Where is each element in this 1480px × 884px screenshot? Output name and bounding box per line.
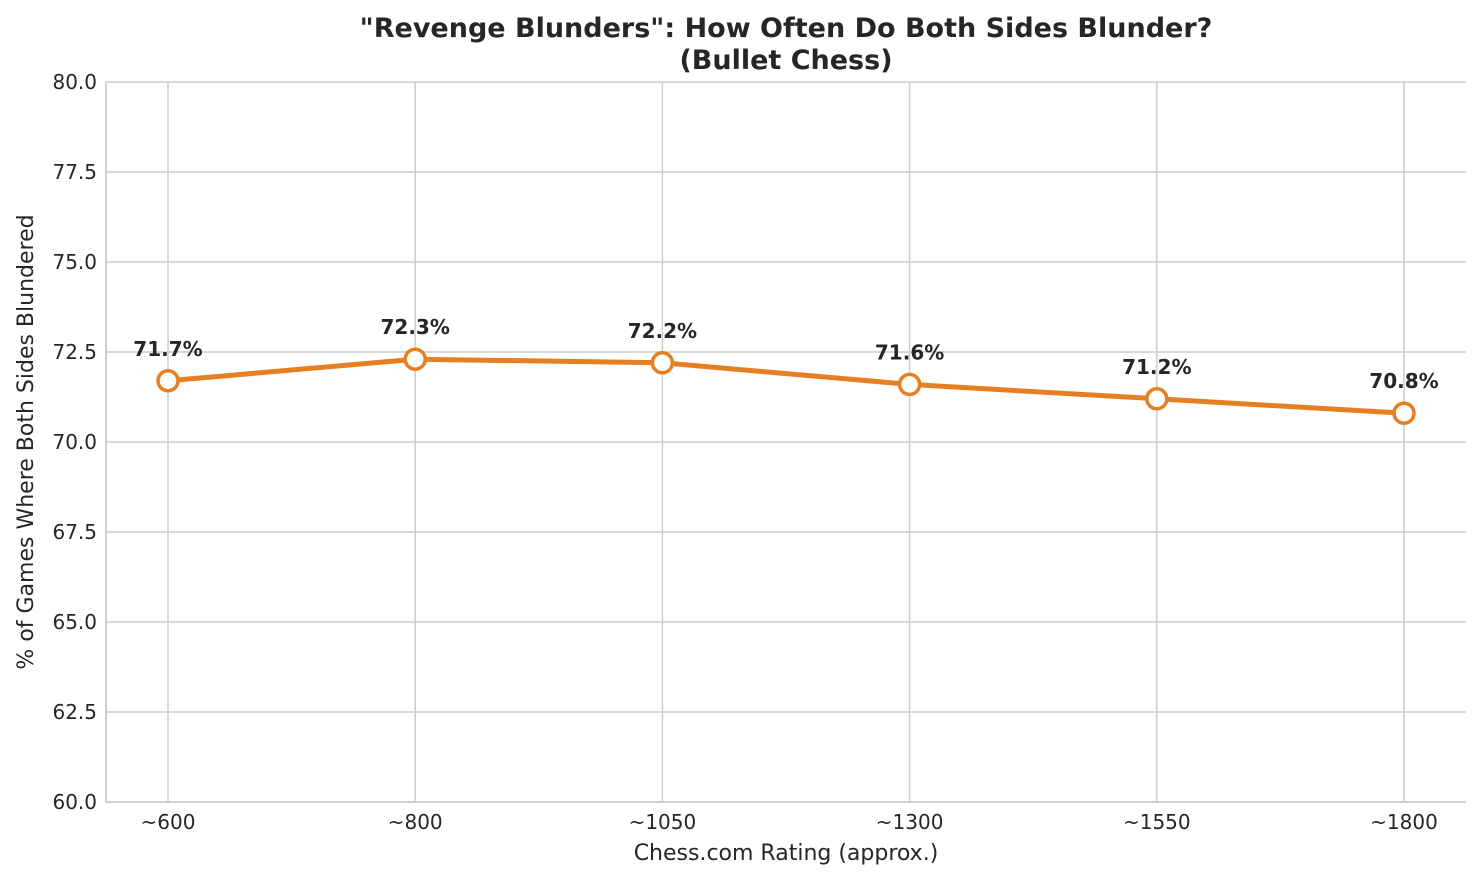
x-axis-label: Chess.com Rating (approx.): [634, 841, 939, 866]
y-tick-label: 62.5: [52, 700, 97, 724]
series-line: [165, 356, 1407, 416]
y-tick-label: 75.0: [52, 250, 97, 274]
y-tick-label: 65.0: [52, 610, 97, 634]
data-point-marker: [897, 372, 922, 397]
y-tick-label: 60.0: [52, 790, 97, 814]
data-labels: 71.7% 72.3% 72.2% 71.6% 71.2% 70.8%: [133, 315, 1438, 393]
y-tick-label: 70.0: [52, 430, 97, 454]
x-tick-label: ~1300: [876, 810, 944, 834]
y-tick-label: 80.0: [52, 70, 97, 94]
x-tick-labels: ~600 ~800 ~1050 ~1300 ~1550 ~1800: [141, 810, 1438, 834]
series-orange: [156, 347, 1416, 425]
y-axis-label: % of Games Where Both Sides Blundered: [14, 214, 39, 669]
data-label: 72.2%: [628, 319, 697, 343]
data-label: 71.7%: [133, 337, 202, 361]
chart-subtitle: (Bullet Chess): [679, 45, 892, 76]
y-tick-label: 67.5: [52, 520, 97, 544]
y-tick-label: 72.5: [52, 340, 97, 364]
x-tick-label: ~1050: [629, 810, 697, 834]
axes: [105, 82, 1466, 803]
data-point-marker: [1145, 387, 1169, 411]
x-tick-label: ~1550: [1123, 810, 1191, 834]
chart-title: "Revenge Blunders": How Often Do Both Si…: [360, 13, 1213, 44]
data-point-marker: [650, 351, 675, 375]
data-label: 71.6%: [875, 340, 944, 364]
x-tick-label: ~800: [388, 810, 443, 834]
data-label: 70.8%: [1369, 369, 1438, 393]
y-tick-label: 77.5: [52, 160, 97, 184]
data-point-marker: [1392, 401, 1416, 425]
x-tick-label: ~1800: [1370, 810, 1438, 834]
data-label: 71.2%: [1122, 355, 1191, 379]
y-tick-labels: 60.0 62.5 65.0 67.5 70.0 72.5 75.0 77.5 80.0: [52, 70, 97, 814]
data-label: 72.3%: [381, 315, 450, 339]
data-point-marker: [403, 347, 427, 371]
grid-lines: [106, 81, 1466, 803]
data-point-marker: [156, 369, 180, 393]
x-tick-label: ~600: [141, 810, 196, 834]
